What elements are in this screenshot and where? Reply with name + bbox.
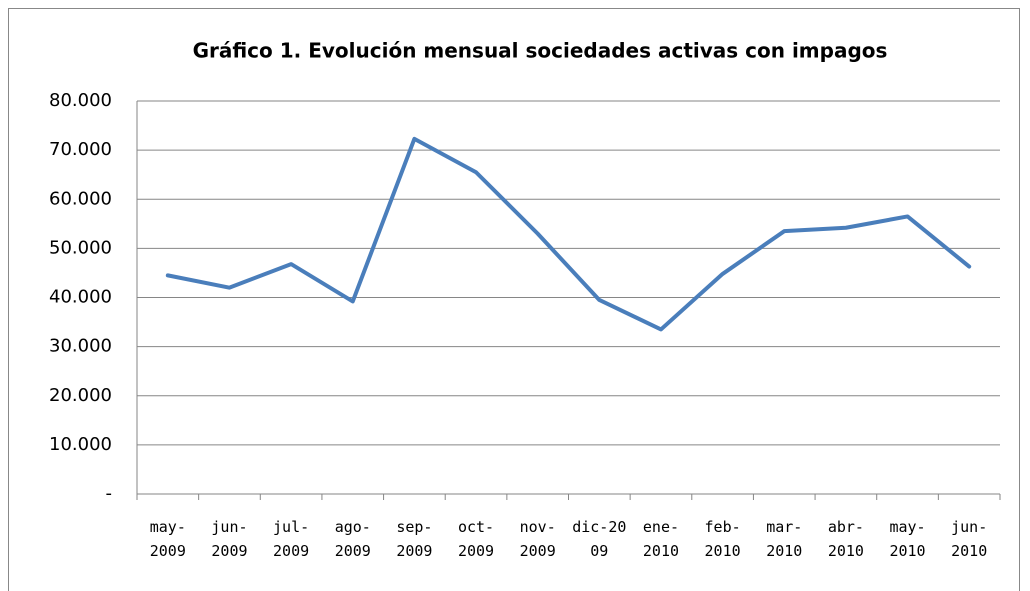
x-tick-label: jul- 2009 [273, 518, 310, 560]
x-tick-label: abr- 2010 [827, 518, 864, 560]
x-tick-label: mar- 2010 [766, 518, 803, 560]
x-tick-label: ene- 2010 [642, 518, 680, 560]
y-tick-label: 60.000 [49, 188, 112, 209]
x-tick-label: nov- 2009 [519, 518, 556, 560]
y-tick-label: 30.000 [49, 336, 112, 357]
x-tick-label: sep- 2009 [396, 518, 433, 560]
line [165, 136, 972, 332]
x-tick-label: jun- 2009 [211, 518, 248, 560]
x-tick-label: ago- 2009 [334, 518, 371, 560]
y-tick-label: 20.000 [49, 385, 112, 406]
y-tick-label: 70.000 [49, 139, 112, 160]
x-tick-label: may- 2010 [889, 518, 926, 560]
y-tick-label: 80.000 [49, 90, 112, 111]
y-tick-label: - [106, 483, 113, 504]
chart-title: Gráfico 1. Evolución mensual sociedades … [193, 39, 888, 63]
chart-border [8, 8, 1020, 591]
y-tick-label: 50.000 [49, 237, 112, 258]
y-tick-label: 10.000 [49, 434, 112, 455]
x-tick-label: may- 2009 [149, 518, 186, 560]
x-tick-label: feb- 2010 [704, 518, 741, 560]
x-tick-label: oct- 2009 [457, 518, 495, 560]
x-tick-label: dic-20 09 [572, 518, 627, 560]
x-tick-label: jun- 2010 [951, 518, 988, 560]
y-tick-label: 40.000 [49, 287, 112, 308]
